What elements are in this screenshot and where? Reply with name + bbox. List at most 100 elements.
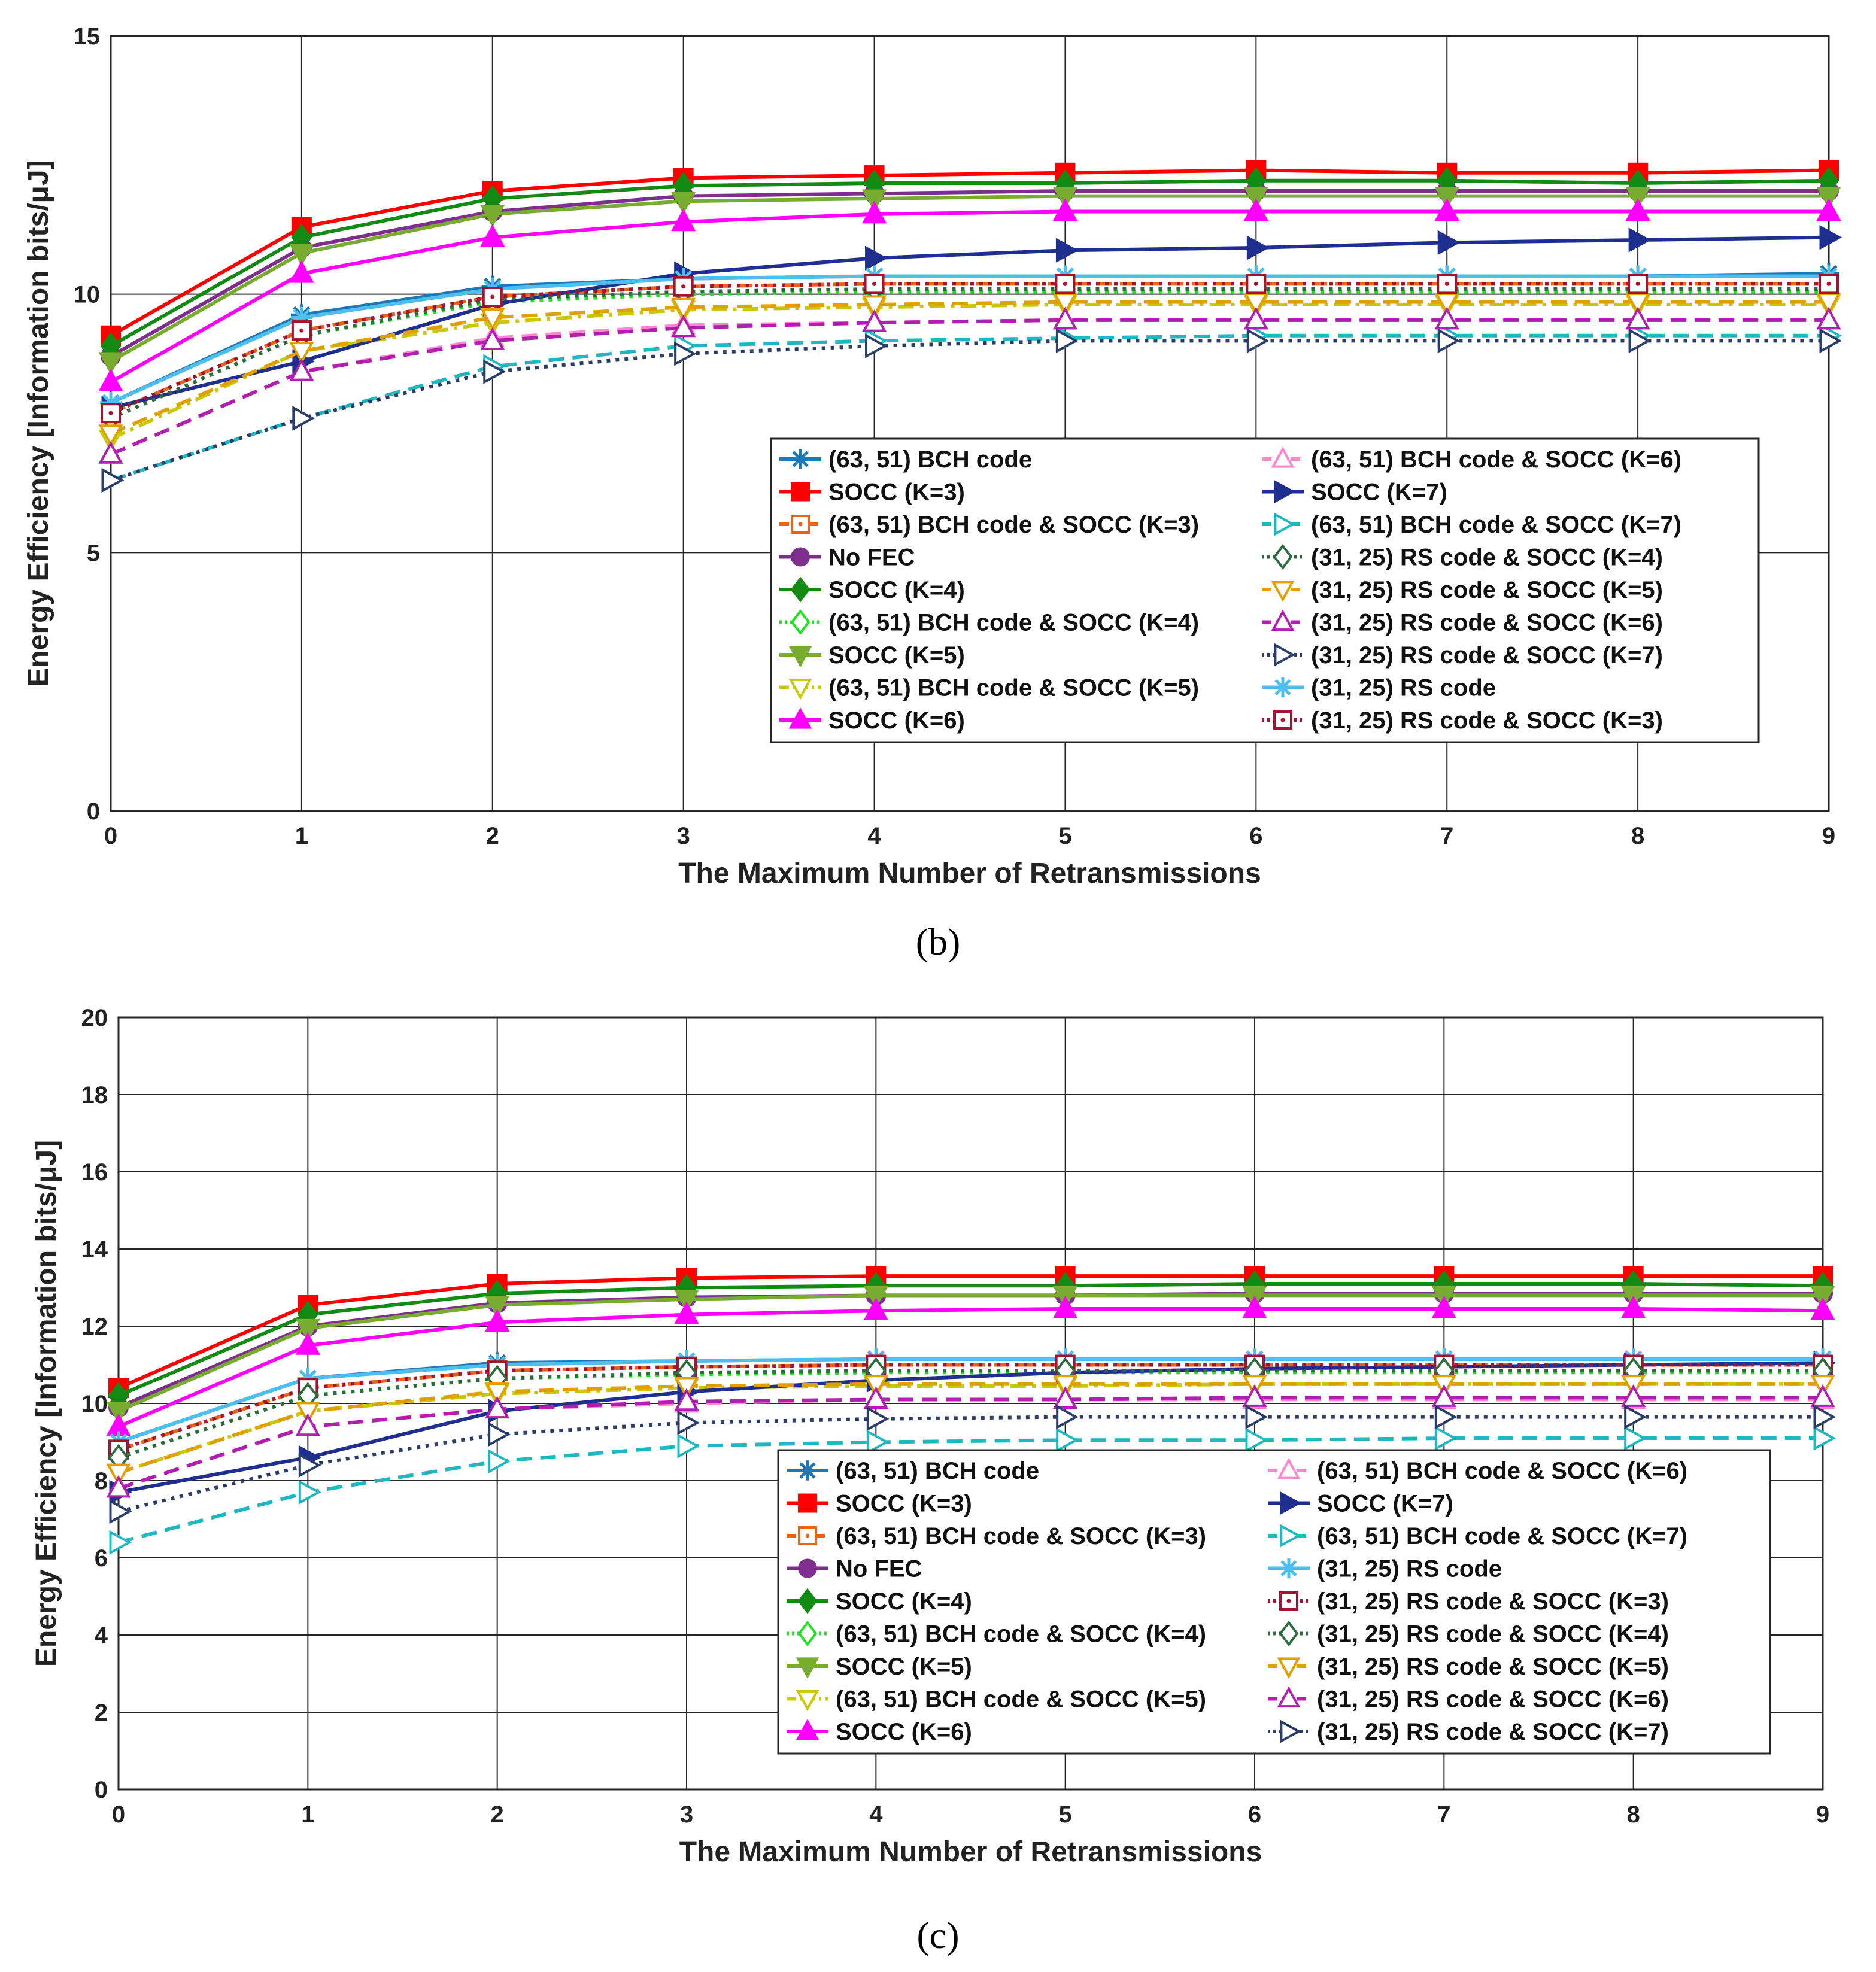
panel-c-data-point — [1624, 1426, 1647, 1451]
panel-c-data-point — [1810, 1384, 1835, 1407]
panel-b-legend-entry-socc-k-4: SOCC (K=4) — [779, 576, 965, 603]
panel-c-data-point — [866, 1429, 890, 1455]
panel-c-xtick-label: 6 — [1248, 1801, 1261, 1828]
panel-c-legend-entry-63-51-bch-code-socc-k-6: (63, 51) BCH code & SOCC (K=6) — [1268, 1458, 1687, 1484]
panel-c-data-point — [295, 1402, 320, 1425]
panel-c-legend-swatch-marker — [797, 1621, 818, 1646]
panel-b-data-point — [1052, 187, 1078, 209]
panel-b-legend-swatch-marker-dot — [798, 522, 803, 527]
panel-b-legend-entry-no-fec: No FEC — [779, 545, 915, 571]
panel-c-ytick-label: 2 — [95, 1700, 108, 1726]
panel-b-xtick-label: 8 — [1631, 823, 1644, 849]
caption-c: (c) — [916, 1914, 959, 1956]
panel-b-x-axis-label: The Maximum Number of Retransmissions — [678, 858, 1261, 889]
panel-b-data-point — [98, 352, 123, 375]
panel-b-legend-label: (31, 25) RS code — [1311, 675, 1496, 701]
panel-b-data-point — [1819, 225, 1842, 250]
panel-c-legend-swatch-marker — [798, 1558, 817, 1578]
panel-c-legend-entry-63-51-bch-code-socc-k-7: (63, 51) BCH code & SOCC (K=7) — [1268, 1523, 1687, 1549]
panel-b-xtick-label: 2 — [486, 823, 499, 849]
panel-b-legend-label: (63, 51) BCH code & SOCC (K=7) — [1311, 512, 1681, 538]
panel-b-legend-swatch-marker — [788, 707, 812, 729]
panel-b-series-line — [110, 235, 1829, 410]
panel-b-legend-swatch-marker — [790, 609, 810, 635]
panel-c-data-point — [488, 1421, 511, 1447]
panel-b-ytick-label: 0 — [87, 798, 100, 825]
panel-c-data-point — [1621, 1384, 1646, 1407]
panel-c-data-point — [1056, 1404, 1079, 1430]
panel-c-legend-swatch-marker — [1277, 1458, 1301, 1479]
panel-b-legend-swatch-marker — [791, 482, 810, 502]
panel-b-data-point — [861, 309, 887, 332]
panel-b-series-line — [110, 282, 1829, 415]
panel-b-legend-swatch-marker — [788, 678, 812, 700]
panel-b-data-point — [865, 245, 888, 271]
panel-c-legend-entry-31-25-rs-code-socc-k-3: (31, 25) RS code & SOCC (K=3) — [1268, 1588, 1669, 1615]
panel-b-data-point-dot — [1444, 281, 1449, 286]
panel-c-series-31-25-rs-code-socc-k-7 — [109, 1404, 1836, 1524]
panel-c-data-point — [677, 1410, 700, 1435]
panel-c-legend-label: No FEC — [836, 1556, 922, 1582]
panel-c-data-point — [485, 1382, 510, 1405]
panel-c-series-line — [118, 1363, 1823, 1452]
panel-b-series-line — [110, 333, 1829, 482]
panel-b-data-point — [1052, 198, 1078, 221]
panel-c-series-line — [117, 1306, 1823, 1429]
panel-b-data-point-dot — [872, 281, 877, 286]
panel-b-series-line — [110, 300, 1829, 436]
panel-b-data-point-dot — [490, 294, 495, 299]
panel-b-legend-entry-31-25-rs-code-socc-k-3: (31, 25) RS code & SOCC (K=3) — [1262, 707, 1663, 734]
panel-b-data-point — [98, 441, 123, 464]
panel-c-series-line — [118, 1357, 1823, 1444]
panel-c-data-point — [674, 1290, 699, 1313]
panel-b-legend-entry-socc-k-3: SOCC (K=3) — [779, 479, 965, 506]
panel-b-data-point — [861, 189, 887, 212]
panel-c-legend-label: SOCC (K=6) — [836, 1719, 972, 1745]
panel-c-series-line — [117, 1274, 1823, 1390]
panel-c-xtick-label: 2 — [491, 1801, 504, 1828]
panel-b-data-point — [289, 358, 314, 381]
panel-b-data-point-dot — [1063, 281, 1067, 286]
panel-b-legend-label: (31, 25) RS code & SOCC (K=5) — [1311, 577, 1663, 603]
panel-c-legend-swatch-marker — [798, 1493, 817, 1513]
panel-c-data-point — [106, 1402, 131, 1425]
panel-c-data-point — [1813, 1404, 1836, 1430]
panel-b-data-point — [1628, 274, 1649, 294]
panel-b-data-point — [289, 342, 314, 364]
panel-c-data-point — [1431, 1384, 1456, 1407]
panel-b-data-point-dot — [1826, 281, 1831, 286]
panel-c-legend-entry-socc-k-7: SOCC (K=7) — [1268, 1491, 1453, 1517]
panel-c-ytick-label: 16 — [81, 1159, 108, 1186]
panel-c-data-point — [485, 1309, 510, 1332]
panel-b-data-point — [483, 359, 506, 384]
panel-c-legend-swatch-marker — [1280, 1524, 1301, 1548]
panel-b-legend-label: SOCC (K=5) — [828, 642, 965, 669]
panel-b-legend-label: (63, 51) BCH code — [828, 446, 1032, 473]
panel-c-legend-swatch-marker — [1279, 1558, 1299, 1579]
panel-c-legend-entry-no-fec: No FEC — [787, 1556, 922, 1582]
panel-c-data-point — [1242, 1295, 1267, 1318]
panel-c-data-point — [298, 1453, 321, 1478]
panel-c-series-line — [118, 1371, 1823, 1460]
panel-c-data-point — [109, 1530, 132, 1555]
panel-b-legend-swatch-marker — [1273, 544, 1293, 570]
panel-b-legend-entry-31-25-rs-code-socc-k-5: (31, 25) RS code & SOCC (K=5) — [1262, 577, 1663, 603]
panel-c-legend-label: (63, 51) BCH code & SOCC (K=5) — [836, 1687, 1206, 1713]
panel-c-data-point — [106, 1475, 131, 1498]
panel-b-data-point — [1816, 306, 1841, 330]
panel-c-legend-swatch-marker — [1277, 1686, 1301, 1708]
panel-b-data-point — [289, 244, 314, 266]
panel-b-data-point — [98, 369, 123, 391]
panel-b-legend-swatch-marker — [1271, 609, 1295, 631]
caption-b: (b) — [916, 920, 961, 963]
panel-c-legend-label: (31, 25) RS code & SOCC (K=3) — [1317, 1588, 1669, 1615]
panel-c-legend-entry-31-25-rs-code: (31, 25) RS code — [1268, 1556, 1502, 1582]
panel-b-ytick-label: 10 — [74, 282, 101, 308]
panel-c-legend-label: (63, 51) BCH code & SOCC (K=3) — [836, 1523, 1206, 1549]
panel-b-y-axis-label: Energy Efficiency [Information bits/μJ] — [23, 160, 54, 686]
panel-c-data-point — [1056, 1427, 1079, 1453]
panel-b-legend-label: SOCC (K=7) — [1311, 479, 1447, 506]
panel-c-legend-swatch-marker — [796, 1657, 819, 1679]
panel-c-ytick-label: 18 — [81, 1082, 108, 1108]
panel-c-data-point — [106, 1463, 131, 1487]
